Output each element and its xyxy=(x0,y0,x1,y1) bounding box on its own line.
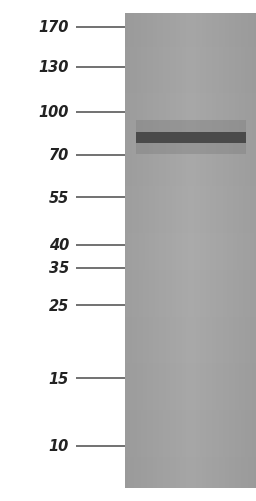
Text: 100: 100 xyxy=(39,105,69,120)
Text: 70: 70 xyxy=(49,148,69,163)
Text: 10: 10 xyxy=(49,438,69,453)
Text: 35: 35 xyxy=(49,261,69,276)
Text: 130: 130 xyxy=(39,60,69,75)
Bar xyxy=(136,132,246,143)
Text: 170: 170 xyxy=(39,20,69,35)
Text: 15: 15 xyxy=(49,371,69,386)
Text: 25: 25 xyxy=(49,298,69,313)
Text: 55: 55 xyxy=(49,190,69,205)
Text: 40: 40 xyxy=(49,238,69,253)
Bar xyxy=(136,121,246,154)
